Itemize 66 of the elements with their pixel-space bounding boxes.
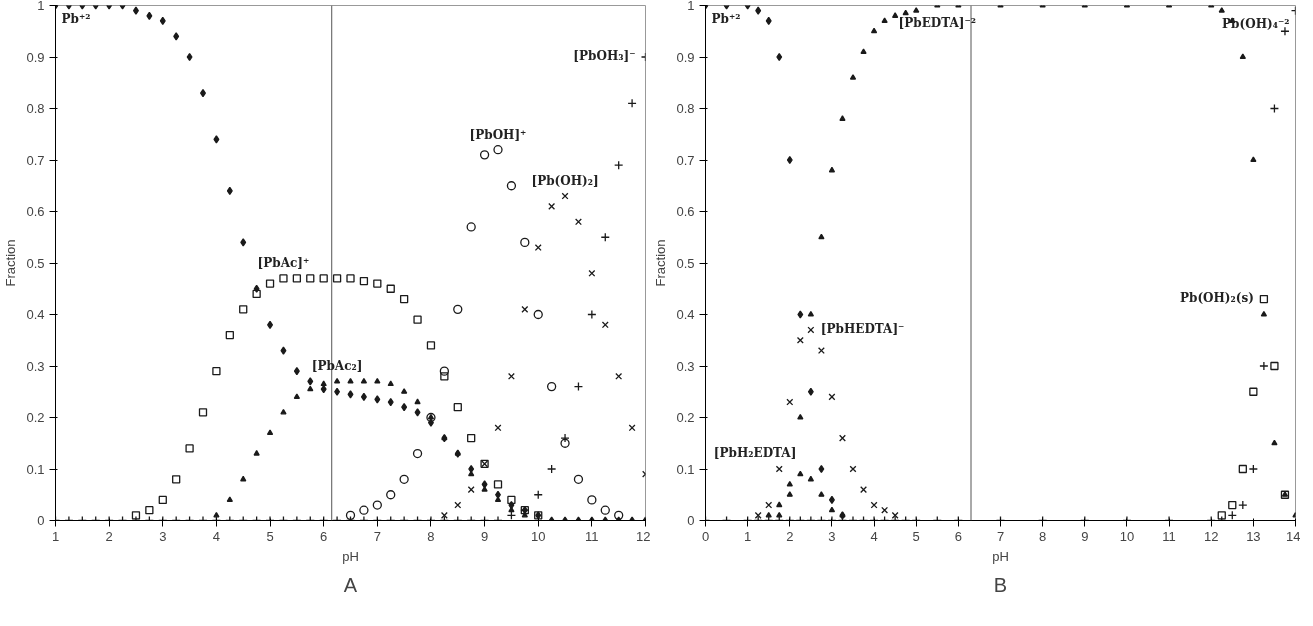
x-tick-label: 5 [266, 528, 274, 544]
x-tick-label: 12 [1203, 528, 1219, 544]
series-label: Pb(OH)₂(s) [1179, 291, 1254, 306]
x-tick-label: 1 [744, 528, 752, 544]
x-tick-label: 4 [212, 528, 221, 544]
y-tick-label: 0.1 [26, 461, 45, 477]
y-tick-label: 0.3 [676, 358, 695, 374]
y-tick-label: 0.5 [26, 255, 45, 271]
x-tick-label: 1 [51, 528, 60, 544]
x-tick-label: 13 [1246, 528, 1261, 544]
series-label: Pb⁺² [711, 11, 741, 26]
x-tick-label: 6 [320, 528, 328, 544]
x-tick-label: 7 [996, 528, 1005, 544]
x-tick-label: 11 [585, 528, 599, 544]
y-tick-label: 0.2 [26, 410, 45, 425]
x-tick-label: 4 [870, 528, 878, 544]
x-axis-title: pH [342, 548, 359, 564]
series-label: [Pb(OH)₂] [531, 174, 599, 189]
x-tick-label: 8 [427, 528, 435, 544]
y-tick-label: 0 [37, 513, 45, 528]
series-label: [PbEDTA]⁻² [898, 15, 977, 30]
x-axis-title: pH [992, 548, 1009, 564]
y-tick-label: 0.5 [676, 255, 695, 271]
y-tick-label: 1 [37, 0, 45, 13]
series-label: [PbOH₃]⁻ [573, 49, 636, 63]
y-axis-title: Fraction [653, 239, 669, 287]
x-tick-label: 2 [786, 528, 794, 544]
x-tick-label: 10 [1119, 528, 1135, 544]
y-tick-label: 0.3 [26, 358, 45, 374]
series-label: Pb(OH)₄⁻² [1222, 16, 1290, 31]
x-tick-label: 6 [954, 528, 962, 544]
y-tick-label: 0.1 [676, 461, 695, 477]
x-tick-label: 9 [480, 528, 489, 544]
x-tick-label: 10 [531, 528, 546, 544]
text: B [993, 573, 1008, 596]
y-tick-label: 0.9 [676, 49, 695, 65]
text: A [343, 573, 358, 596]
x-tick-label: 2 [105, 528, 113, 544]
x-tick-label: 11 [1162, 528, 1176, 544]
y-tick-label: 0.9 [26, 49, 45, 65]
x-tick-label: 9 [1081, 528, 1089, 544]
y-tick-label: 0.8 [26, 101, 45, 116]
y-tick-label: 0.4 [26, 307, 45, 322]
x-tick-label: 12 [636, 528, 651, 544]
x-tick-label: 3 [828, 528, 836, 544]
y-axis-title: Fraction [3, 239, 19, 287]
series-label: [PbHEDTA]⁻ [820, 321, 905, 336]
y-tick-label: 0.6 [26, 204, 45, 219]
y-tick-label: 0 [687, 513, 695, 528]
series-label: [PbOH]⁺ [469, 127, 527, 142]
series-label: [PbH₂EDTA] [713, 446, 797, 461]
y-tick-label: 0.6 [676, 204, 695, 219]
series-label: [PbAc]⁺ [257, 256, 310, 271]
y-tick-label: 0.2 [676, 410, 695, 425]
x-tick-label: 14 [1286, 528, 1301, 544]
y-tick-label: 0.8 [676, 101, 695, 116]
y-tick-label: 1 [687, 0, 695, 13]
x-tick-label: 5 [912, 528, 920, 544]
y-tick-label: 0.7 [676, 152, 695, 168]
y-tick-label: 0.7 [26, 152, 45, 168]
x-tick-label: 3 [159, 528, 167, 544]
x-tick-label: 7 [373, 528, 381, 544]
series-label: Pb⁺² [61, 11, 91, 26]
y-tick-label: 0.4 [676, 307, 695, 322]
x-tick-label: 0 [701, 528, 710, 544]
x-tick-label: 8 [1039, 528, 1047, 544]
